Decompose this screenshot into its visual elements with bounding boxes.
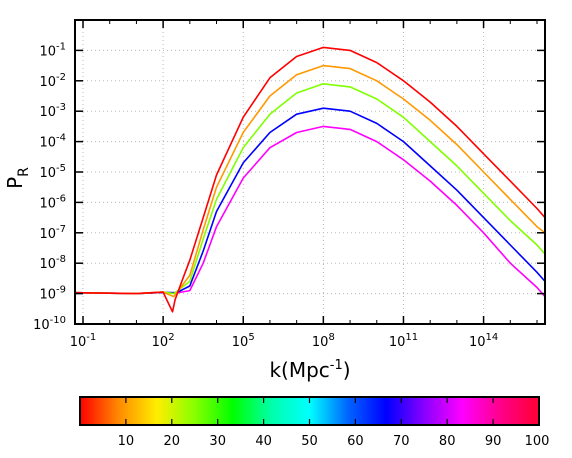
series-line-5 (75, 46, 545, 313)
series-line-2 (75, 107, 545, 295)
y-tick-label: 10-5 (39, 163, 66, 181)
x-tick-label: 108 (312, 332, 335, 350)
y-tick-label: 10-10 (33, 315, 66, 333)
y-tick-label: 10-4 (39, 133, 66, 151)
y-tick-label: 10-6 (39, 193, 66, 211)
colorbar-tick-label: 20 (164, 434, 181, 449)
axis-tick-labels: 10-1 102 105 108 1011 1014 10-1 10-2 10-3 10-4 10-… (33, 41, 498, 350)
x-tick-label: 1014 (469, 332, 498, 350)
y-tick-label: 10-3 (39, 102, 66, 120)
colorbar-tick-label: 90 (485, 434, 502, 449)
colorbar-tick-label: 40 (255, 434, 272, 449)
y-tick-label: 10-2 (39, 72, 66, 90)
colorbar-tick-label: 50 (301, 434, 318, 449)
y-tick-label: 10-7 (39, 224, 66, 242)
colorbar-tick-labels: 10 20 30 40 50 60 70 80 90 100 (118, 434, 550, 449)
colorbar-ticks (125, 397, 494, 425)
series-line-1 (75, 125, 545, 298)
series-line-4 (75, 64, 545, 298)
colorbar-tick-label: 60 (347, 434, 364, 449)
x-tick-label: 1011 (389, 332, 418, 350)
series-line-3 (75, 83, 545, 295)
y-axis-title: PR (3, 167, 32, 189)
colorbar-tick-label: 70 (393, 434, 410, 449)
axis-ticks (75, 20, 545, 325)
colorbar-tick-label: 30 (209, 434, 226, 449)
grid-lines (75, 20, 545, 324)
x-axis-title: k(Mpc-1) (269, 358, 350, 382)
y-tick-label: 10-1 (39, 41, 66, 59)
y-tick-label: 10-8 (39, 254, 66, 272)
plot-frame (74, 19, 546, 325)
y-tick-label: 10-9 (39, 285, 66, 303)
x-tick-label: 102 (152, 332, 175, 350)
colorbar-tick-label: 100 (525, 434, 550, 449)
series-lines (75, 46, 545, 313)
colorbar-tick-label: 80 (439, 434, 456, 449)
x-tick-label: 10-1 (70, 332, 97, 350)
x-tick-label: 105 (232, 332, 255, 350)
colorbar-tick-label: 10 (118, 434, 135, 449)
